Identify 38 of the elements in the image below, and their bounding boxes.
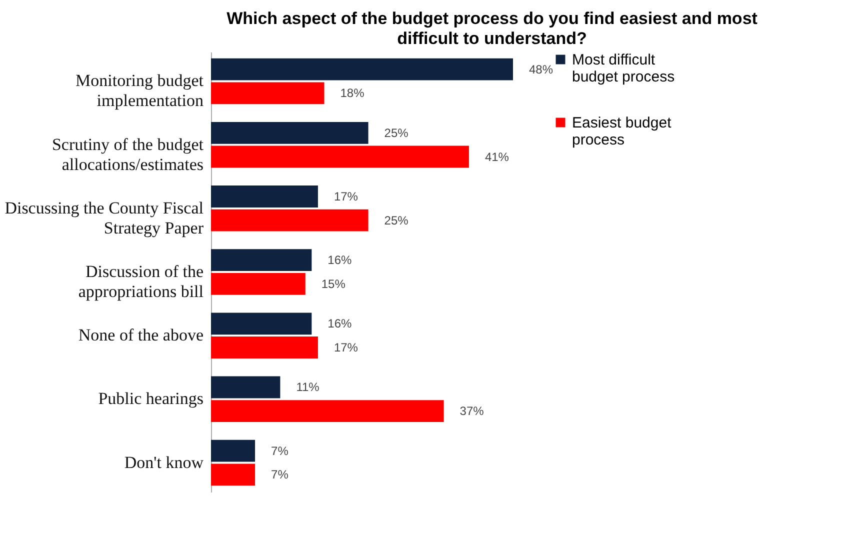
bar <box>211 58 513 80</box>
bar <box>211 464 256 486</box>
bar <box>211 122 368 144</box>
data-label: 11% <box>296 380 320 394</box>
y-tick-label: None of the above <box>78 326 204 345</box>
chart-title: Which aspect of the budget process do you find easiest and most difficult to understand? <box>226 9 758 48</box>
data-label: 16% <box>328 253 352 268</box>
data-label: 16% <box>328 316 352 331</box>
y-tick-label: Discussion of the appropriations bill <box>78 262 204 301</box>
y-tick-label: Don't know <box>124 452 204 472</box>
bar <box>211 336 318 358</box>
data-label: 17% <box>334 340 358 355</box>
data-label: 18% <box>340 86 365 100</box>
y-tick-label: Public hearings <box>98 389 204 408</box>
y-tick-label: Monitoring budget implementation <box>76 71 204 110</box>
bar <box>211 376 280 398</box>
bar <box>211 186 318 208</box>
bar <box>211 272 306 295</box>
bar <box>211 400 444 422</box>
bar <box>211 146 469 168</box>
legend-label: Most difficult budget process <box>572 52 675 86</box>
y-tick-label: Scrutiny of the budget allocations/estimates <box>52 134 204 174</box>
data-label: 7% <box>271 468 289 482</box>
y-tick-label: Discussing the County Fiscal Strategy Paper <box>4 198 204 238</box>
data-label: 25% <box>384 213 409 228</box>
data-label: 48% <box>529 62 554 76</box>
data-label: 25% <box>384 126 409 140</box>
bar <box>211 82 324 104</box>
data-label: 37% <box>460 404 484 418</box>
bar <box>211 440 256 462</box>
data-label: 7% <box>271 444 289 458</box>
data-label: 41% <box>484 150 510 164</box>
data-label: 17% <box>334 189 358 204</box>
bar <box>211 209 368 232</box>
data-label: 15% <box>321 276 346 291</box>
legend-label: Easiest budget process <box>572 114 672 148</box>
bar <box>211 312 312 335</box>
bar <box>211 249 312 272</box>
